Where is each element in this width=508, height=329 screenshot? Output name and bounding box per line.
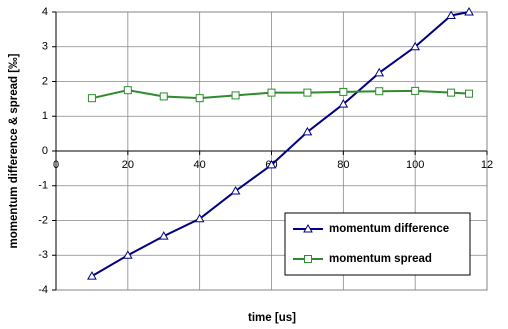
marker (302, 126, 313, 136)
y-tick-label: -2 (38, 214, 48, 226)
marker (87, 94, 96, 103)
marker (375, 87, 384, 96)
x-axis-label: time [us] (248, 312, 296, 324)
marker (447, 88, 456, 97)
marker (266, 159, 277, 169)
x-tick-label: 40 (194, 159, 206, 171)
y-tick-label: 1 (42, 110, 48, 122)
marker (267, 88, 276, 97)
legend-label: momentum spread (329, 253, 432, 265)
marker (87, 271, 97, 280)
marker (231, 91, 240, 100)
legend-marker (303, 223, 313, 233)
marker (464, 6, 474, 16)
x-tick-label: 80 (337, 159, 349, 171)
legend-marker (304, 255, 312, 263)
marker (465, 89, 474, 98)
x-tick-label: 12 (481, 159, 493, 171)
marker (195, 94, 204, 103)
marker (339, 87, 348, 96)
x-tick-label: 100 (406, 159, 424, 171)
marker (122, 250, 133, 259)
y-tick-label: 4 (42, 6, 48, 18)
marker (159, 92, 168, 101)
y-axis-label: momentum difference & spread [‰] (8, 53, 20, 248)
marker (446, 10, 456, 19)
legend (284, 212, 471, 276)
marker (374, 67, 385, 77)
marker (123, 86, 132, 95)
marker (411, 86, 420, 95)
y-tick-label: 3 (42, 41, 48, 53)
marker (158, 231, 169, 240)
marker (303, 88, 312, 97)
x-tick-label: 20 (122, 159, 134, 171)
series-line (91, 89, 470, 100)
y-tick-label: 0 (42, 145, 48, 157)
series-line (91, 11, 470, 277)
marker (230, 185, 241, 195)
marker (194, 213, 205, 223)
y-tick-label: -1 (38, 180, 48, 192)
y-tick-label: 2 (42, 75, 48, 87)
marker (338, 99, 349, 108)
legend-label: momentum difference (329, 223, 449, 235)
y-tick-label: -4 (38, 284, 48, 296)
y-tick-label: -3 (38, 249, 48, 261)
marker (410, 41, 421, 51)
